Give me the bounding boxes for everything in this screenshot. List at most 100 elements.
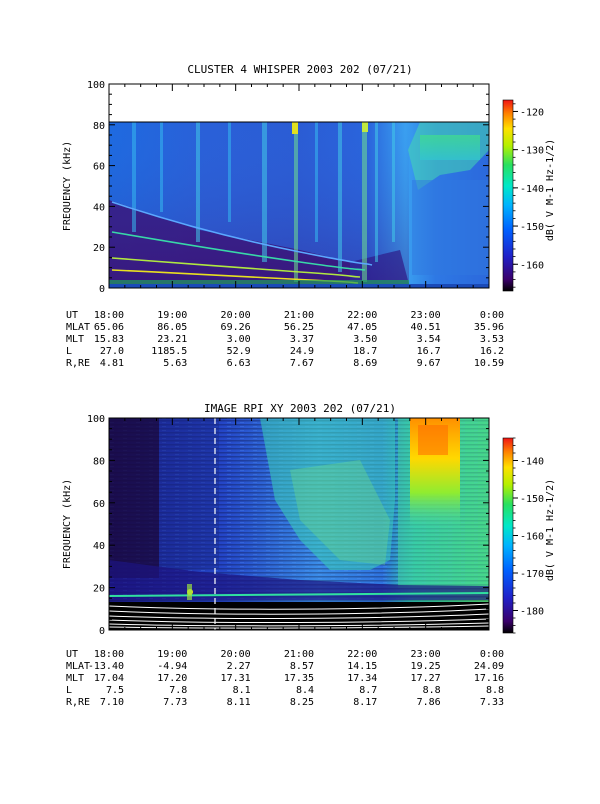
y-tick-label: 0 [99, 284, 105, 295]
orbit-value: 7.5 [106, 685, 124, 696]
chart-title: CLUSTER 4 WHISPER 2003 202 (07/21) [187, 63, 412, 76]
orbit-value: 23.21 [157, 334, 187, 345]
orbit-value: 10.59 [474, 358, 504, 369]
orbit-value: 24.9 [290, 346, 314, 357]
orbit-value: -4.94 [157, 661, 187, 672]
x-axis [108, 84, 490, 288]
orbit-value: 16.2 [480, 346, 504, 357]
orbit-value: 69.26 [221, 322, 251, 333]
colorbar-tick-label: -150 [520, 494, 544, 505]
orbit-value: 8.8 [486, 685, 504, 696]
orbit-value: 2.27 [227, 661, 251, 672]
orbit-row-label: MLT [66, 673, 84, 684]
orbit-value: 8.69 [353, 358, 377, 369]
orbit-value: 3.50 [353, 334, 377, 345]
orbit-value: 8.4 [296, 685, 314, 696]
orbit-value: 7.86 [417, 697, 441, 708]
x-axis [108, 418, 490, 630]
orbit-row-label: MLAT [66, 661, 90, 672]
orbit-table: UT 18:00 19:00 20:00 21:00 22:00 23:00 0:00 MLAT… [66, 649, 504, 708]
orbit-value: 9.67 [417, 358, 441, 369]
y-axis-label: FREQUENCY (kHz) [62, 141, 73, 231]
orbit-value: 47.05 [347, 322, 377, 333]
orbit-value: 8.57 [290, 661, 314, 672]
orbit-row-label: R,RE [66, 358, 90, 369]
orbit-value: 8.25 [290, 697, 314, 708]
orbit-value: 65.06 [94, 322, 124, 333]
orbit-value: 17.20 [157, 673, 187, 684]
colorbar [502, 99, 514, 292]
y-axis-label: FREQUENCY (kHz) [62, 479, 73, 569]
orbit-value: 17.16 [474, 673, 504, 684]
y-axis: 0 20 40 60 80 100 [87, 80, 489, 295]
orbit-value: 56.25 [284, 322, 314, 333]
orbit-value: 8.1 [233, 685, 251, 696]
y-axis: 0 20 40 60 80 100 [87, 414, 489, 637]
orbit-row-label: UT [66, 649, 78, 660]
orbit-row-label: R,RE [66, 697, 90, 708]
orbit-value: 3.53 [480, 334, 504, 345]
orbit-value: 35.96 [474, 322, 504, 333]
orbit-value: 3.54 [417, 334, 441, 345]
orbit-value: 7.8 [169, 685, 187, 696]
colorbar-label: dB( V M-1 Hz-1/2) [545, 479, 556, 581]
orbit-value: 0:00 [480, 649, 504, 660]
orbit-value: 22:00 [347, 649, 377, 660]
orbit-value: 8.11 [227, 697, 251, 708]
orbit-value: 20:00 [221, 649, 251, 660]
orbit-row-label: UT [66, 310, 78, 321]
orbit-value: 20:00 [221, 310, 251, 321]
orbit-value: 17.35 [284, 673, 314, 684]
colorbar-tick-label: -160 [520, 260, 544, 271]
colorbar-tick-label: -130 [520, 146, 544, 157]
orbit-value: 18:00 [94, 310, 124, 321]
orbit-value: 4.81 [100, 358, 124, 369]
orbit-value: 23:00 [411, 310, 441, 321]
orbit-value: 7.33 [480, 697, 504, 708]
orbit-value: 22:00 [347, 310, 377, 321]
orbit-value: 23:00 [411, 649, 441, 660]
colorbar-tick-label: -170 [520, 569, 544, 580]
orbit-value: 7.10 [100, 697, 124, 708]
orbit-row-label: MLAT [66, 322, 90, 333]
orbit-value: 8.8 [423, 685, 441, 696]
chart-title: IMAGE RPI XY 2003 202 (07/21) [204, 402, 396, 415]
colorbar-axis: -120 -130 -140 -150 -160 [513, 103, 544, 288]
orbit-value: 7.73 [163, 697, 187, 708]
y-tick-label: 40 [93, 202, 105, 213]
colorbar-tick-label: -140 [520, 184, 544, 195]
cluster-panel: CLUSTER 4 WHISPER 2003 202 (07/21) [62, 63, 556, 369]
colorbar-tick-label: -160 [520, 532, 544, 543]
orbit-value: 15.83 [94, 334, 124, 345]
y-tick-label: 20 [93, 243, 105, 254]
orbit-value: 21:00 [284, 649, 314, 660]
colorbar-tick-label: -180 [520, 607, 544, 618]
colorbar-tick-label: -150 [520, 222, 544, 233]
colorbar [502, 437, 514, 634]
orbit-value: 17.34 [347, 673, 377, 684]
colorbar-label: dB( V M-1 Hz-1/2) [545, 139, 556, 241]
orbit-value: 17.31 [221, 673, 251, 684]
y-tick-label: 60 [93, 499, 105, 510]
image-rpi-panel: IMAGE RPI XY 2003 202 (07/21) [62, 402, 556, 708]
spectrogram-image [108, 418, 490, 630]
colorbar-axis: -140 -150 -160 -170 -180 [513, 437, 544, 634]
orbit-value: 14.15 [347, 661, 377, 672]
y-tick-label: 0 [99, 626, 105, 637]
y-tick-label: 80 [93, 456, 105, 467]
y-tick-label: 20 [93, 584, 105, 595]
orbit-value: 19:00 [157, 649, 187, 660]
orbit-value: 27.0 [100, 346, 124, 357]
orbit-value: 5.63 [163, 358, 187, 369]
orbit-value: 24.09 [474, 661, 504, 672]
orbit-value: 52.9 [227, 346, 251, 357]
colorbar-tick-label: -120 [520, 107, 544, 118]
y-tick-label: 60 [93, 162, 105, 173]
orbit-value: 86.05 [157, 322, 187, 333]
orbit-value: 18.7 [353, 346, 377, 357]
orbit-value: 16.7 [417, 346, 441, 357]
orbit-row-label: MLT [66, 334, 84, 345]
orbit-value: 17.04 [94, 673, 124, 684]
orbit-value: 8.7 [359, 685, 377, 696]
